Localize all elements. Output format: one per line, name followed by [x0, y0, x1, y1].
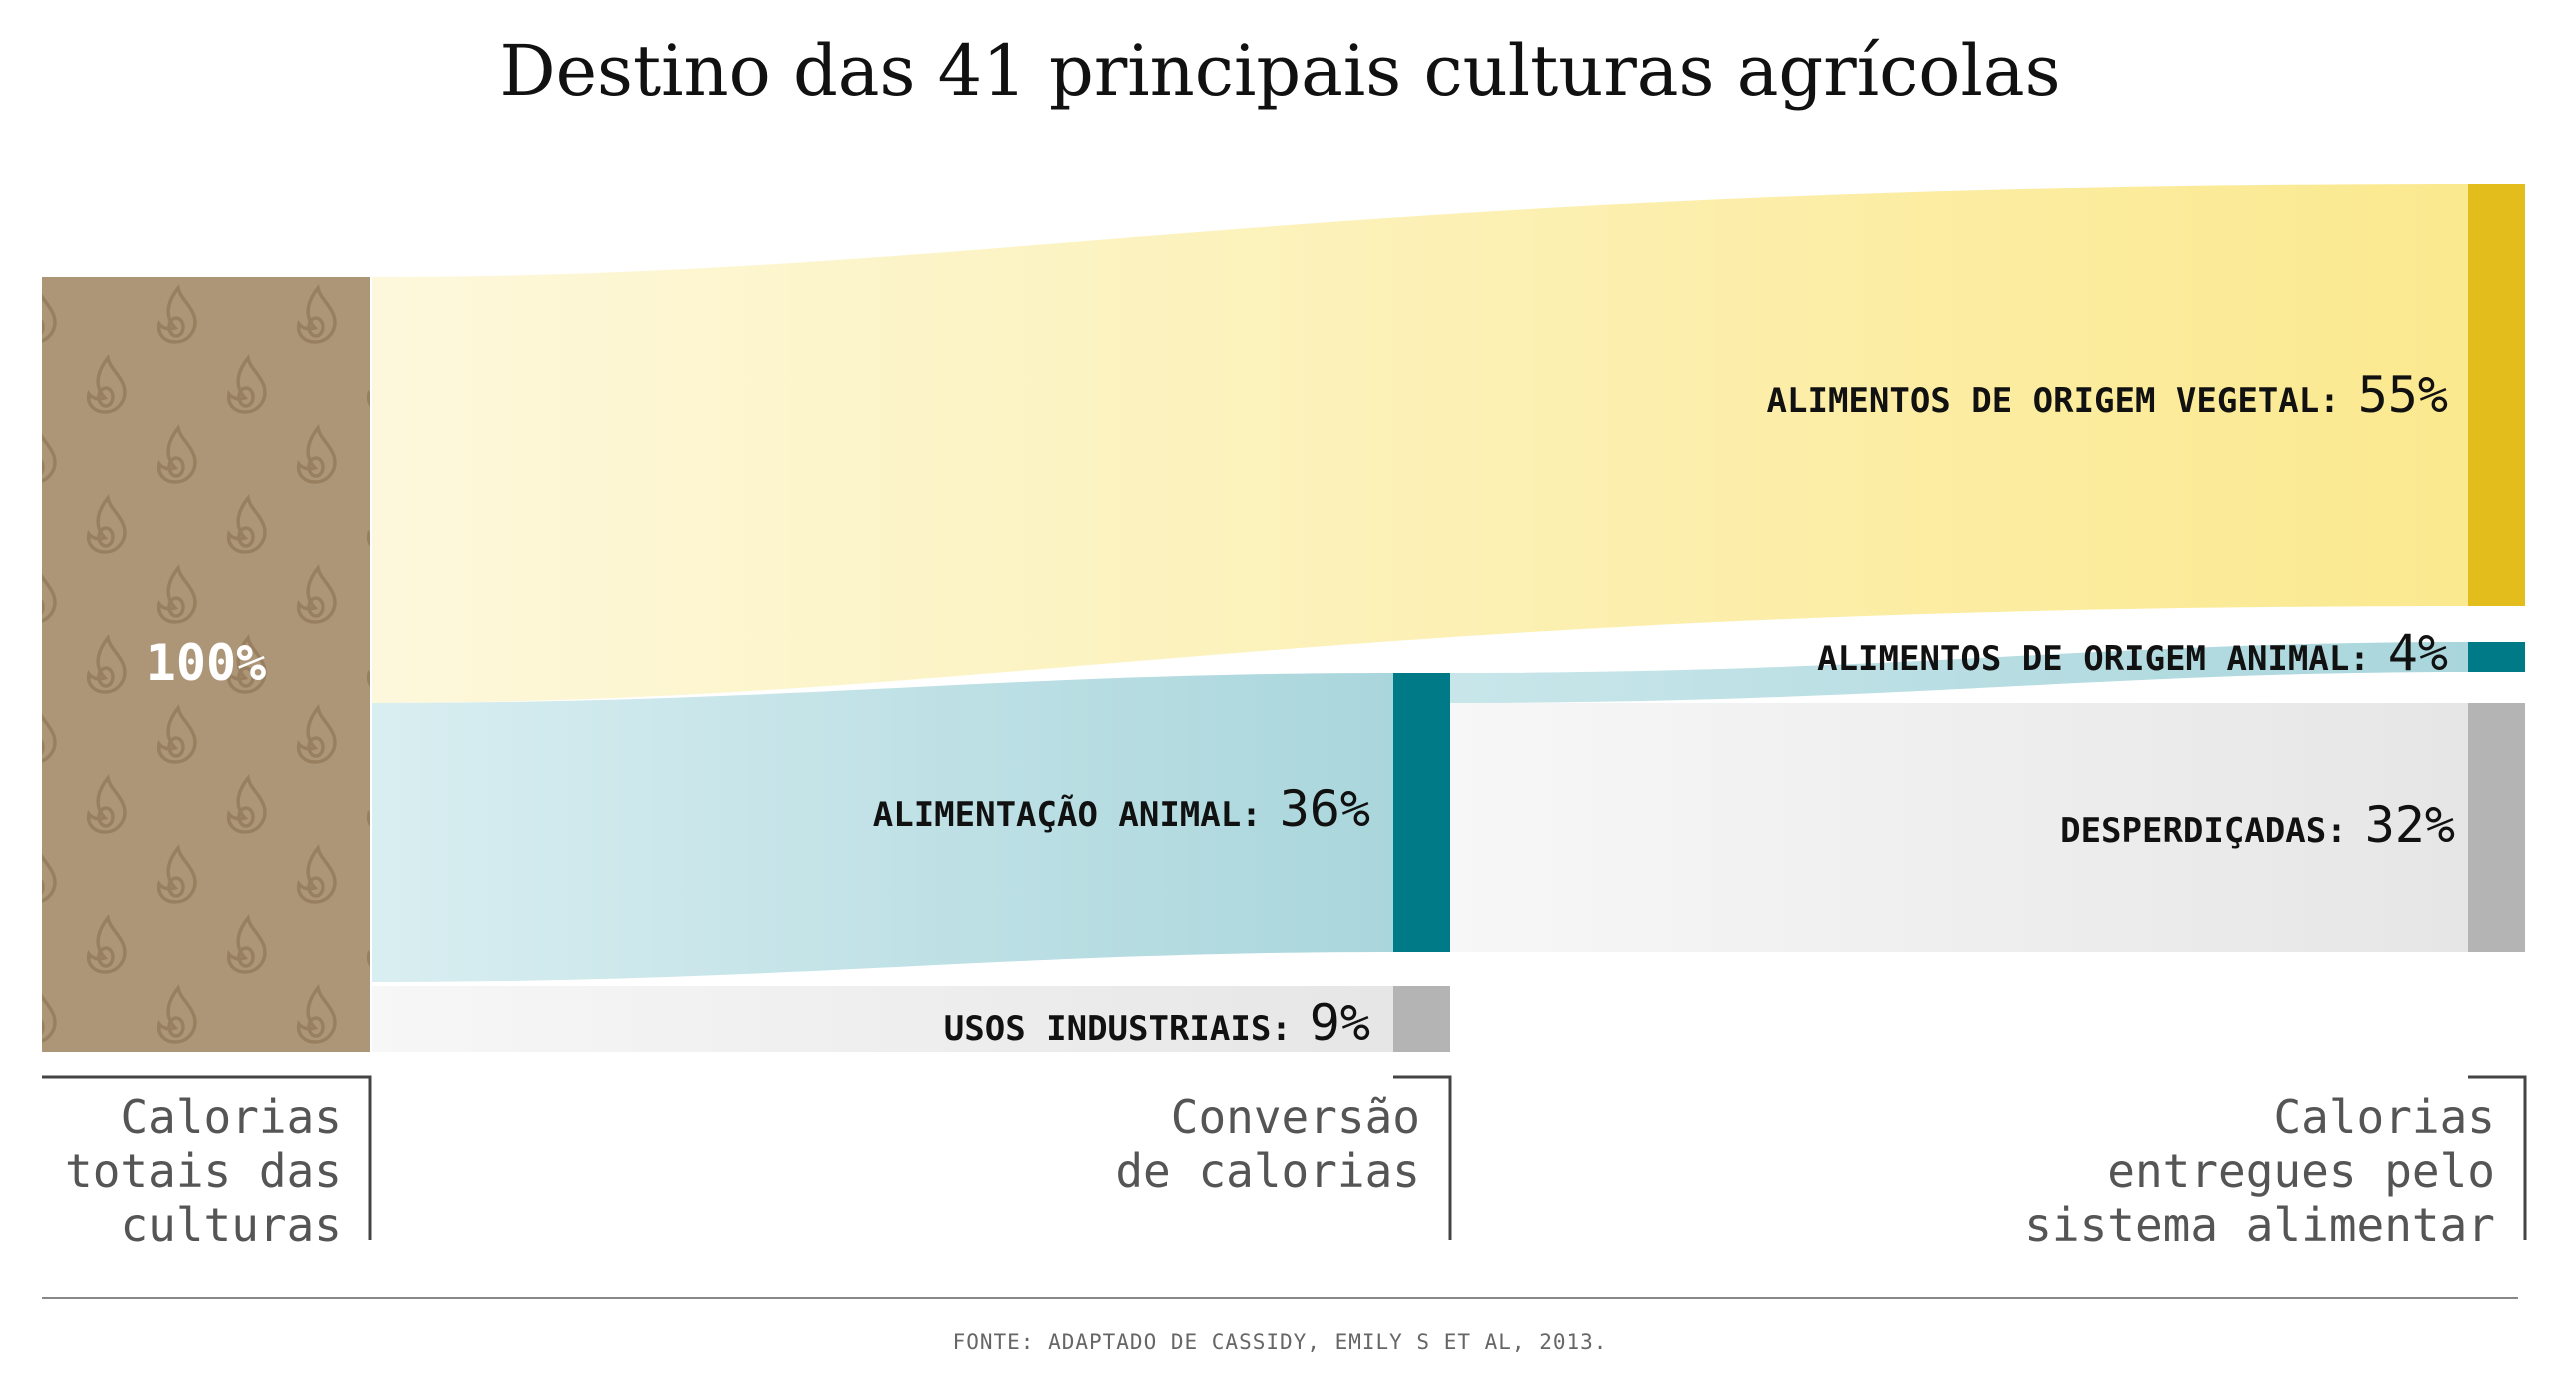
- chart-title: Destino das 41 principais culturas agríc…: [499, 30, 2061, 112]
- footer-divider: [42, 1297, 2518, 1299]
- link-total-animal-feed: [372, 673, 1393, 982]
- link-total-vegetal: [372, 184, 2468, 703]
- stage-label-right-line: Calorias: [2273, 1090, 2495, 1144]
- stage-label-right-line: entregues pelo: [2107, 1144, 2495, 1198]
- stage-label-right: Calorias entregues pelo sistema alimenta…: [1900, 1090, 2495, 1252]
- link-total-industrial: [372, 986, 1393, 1052]
- stage-label-middle-line: Conversão: [1170, 1090, 1420, 1144]
- node-industrial: [1393, 986, 1450, 1052]
- stage-label-left-line: totais das: [65, 1144, 342, 1198]
- label-animal-food: ALIMENTOS DE ORIGEM ANIMAL: 4%: [1817, 624, 2448, 682]
- stage-label-right-line: sistema alimentar: [2024, 1198, 2495, 1252]
- link-animal-feed-waste: [1450, 703, 2468, 952]
- node-total-pattern: [42, 277, 370, 1052]
- node-animal-food: [2468, 642, 2525, 672]
- node-vegetal: [2468, 184, 2525, 606]
- stage-label-left-line: Calorias: [120, 1090, 342, 1144]
- stage-label-left-line: culturas: [120, 1198, 342, 1252]
- bracket-right: [2468, 1075, 2527, 1240]
- stage-label-middle: Conversão de calorias: [1000, 1090, 1420, 1198]
- stage-label-middle-line: de calorias: [1115, 1144, 1420, 1198]
- node-animal-feed: [1393, 673, 1450, 952]
- label-waste: DESPERDIÇADAS: 32%: [2060, 796, 2455, 854]
- label-industrial: USOS INDUSTRIAIS: 9%: [944, 994, 1370, 1052]
- node-total-label: 100%: [146, 634, 266, 692]
- stage-label-left: Calorias totais das culturas: [42, 1090, 342, 1252]
- bracket-left: [42, 1075, 372, 1240]
- link-animal-feed-animal-food: [1450, 642, 2468, 703]
- bracket-middle: [1393, 1075, 1452, 1240]
- label-vegetal: ALIMENTOS DE ORIGEM VEGETAL: 55%: [1767, 366, 2448, 424]
- source-note: FONTE: ADAPTADO DE CASSIDY, EMILY S ET A…: [952, 1330, 1608, 1354]
- label-animal-feed: ALIMENTAÇÃO ANIMAL: 36%: [873, 780, 1370, 838]
- node-waste: [2468, 703, 2525, 952]
